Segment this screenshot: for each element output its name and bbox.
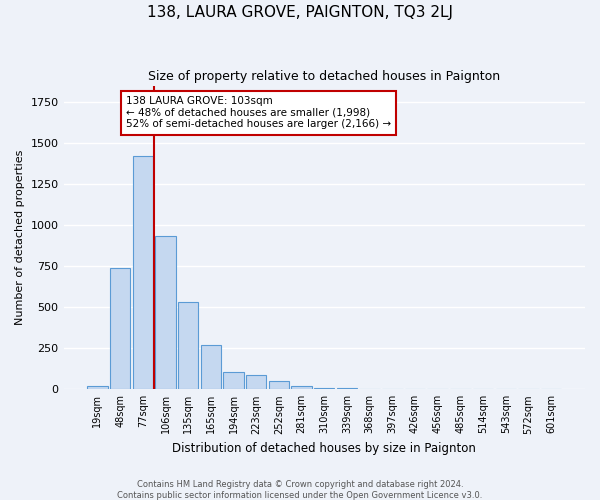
Bar [246,374,266,390]
Bar [110,268,130,390]
Bar [337,388,357,390]
X-axis label: Distribution of detached houses by size in Paignton: Distribution of detached houses by size … [172,442,476,455]
Bar [269,382,289,390]
Bar [155,236,176,390]
Text: 138 LAURA GROVE: 103sqm
← 48% of detached houses are smaller (1,998)
52% of semi: 138 LAURA GROVE: 103sqm ← 48% of detache… [126,96,391,130]
Bar [200,345,221,390]
Text: Contains HM Land Registry data © Crown copyright and database right 2024.
Contai: Contains HM Land Registry data © Crown c… [118,480,482,500]
Text: 138, LAURA GROVE, PAIGNTON, TQ3 2LJ: 138, LAURA GROVE, PAIGNTON, TQ3 2LJ [147,5,453,20]
Bar [178,302,199,390]
Title: Size of property relative to detached houses in Paignton: Size of property relative to detached ho… [148,70,500,83]
Bar [292,386,312,390]
Y-axis label: Number of detached properties: Number of detached properties [15,150,25,325]
Bar [87,386,107,390]
Bar [133,156,153,390]
Bar [223,372,244,390]
Bar [314,388,334,390]
